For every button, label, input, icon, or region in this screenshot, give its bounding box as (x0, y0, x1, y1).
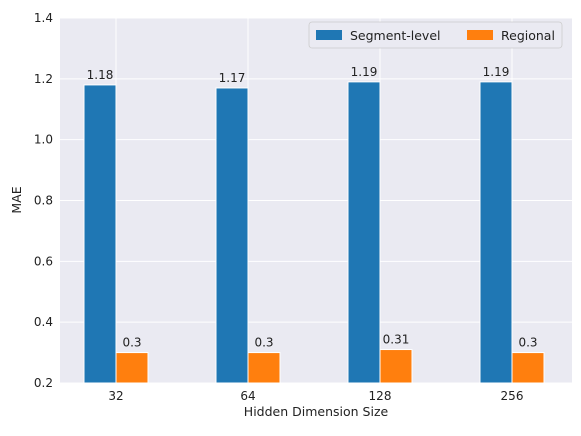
y-tick-label: 1.2 (34, 72, 53, 86)
legend: Segment-level Regional (308, 21, 563, 49)
y-tick-label: 1.0 (34, 133, 53, 147)
x-tick-label: 32 (108, 389, 123, 403)
y-tick-label: 0.4 (34, 315, 53, 329)
bar-segment-level (479, 81, 513, 384)
bar-segment-level (347, 81, 381, 384)
data-labels: 1.18 0.3 1.17 0.3 1.19 0.31 1.19 0.3 (87, 65, 538, 350)
legend-box (308, 21, 563, 49)
bar-regional (379, 349, 413, 384)
data-label: 1.19 (483, 65, 510, 79)
legend-label-regional: Regional (501, 28, 555, 43)
bar-regional (115, 352, 149, 384)
bar-segment-level (83, 84, 117, 384)
bar-regional (511, 352, 545, 384)
y-tick-label: 0.8 (34, 194, 53, 208)
y-tick-label: 0.6 (34, 254, 53, 268)
bar-segment-level (215, 87, 249, 384)
bar-regional (247, 352, 281, 384)
x-tick-label: 256 (501, 389, 524, 403)
data-label: 0.3 (254, 336, 273, 350)
data-label: 1.19 (351, 65, 378, 79)
x-axis-title: Hidden Dimension Size (244, 404, 389, 419)
x-axis-ticks: 32 64 128 256 (108, 389, 523, 403)
legend-swatch-segment-level (316, 30, 342, 40)
y-axis-title: MAE (9, 186, 24, 213)
x-tick-label: 64 (240, 389, 255, 403)
data-label: 0.31 (383, 333, 410, 347)
y-tick-label: 0.2 (34, 376, 53, 390)
legend-swatch-regional (467, 30, 493, 40)
data-label: 1.17 (219, 71, 246, 85)
x-tick-label: 128 (369, 389, 392, 403)
y-axis-ticks: 0.2 0.4 0.6 0.8 1.0 1.2 1.4 (34, 11, 53, 390)
data-label: 0.3 (518, 336, 537, 350)
data-label: 1.18 (87, 68, 114, 82)
y-tick-label: 1.4 (34, 11, 53, 25)
legend-label-segment-level: Segment-level (350, 28, 441, 43)
bars (83, 81, 545, 384)
data-label: 0.3 (122, 336, 141, 350)
